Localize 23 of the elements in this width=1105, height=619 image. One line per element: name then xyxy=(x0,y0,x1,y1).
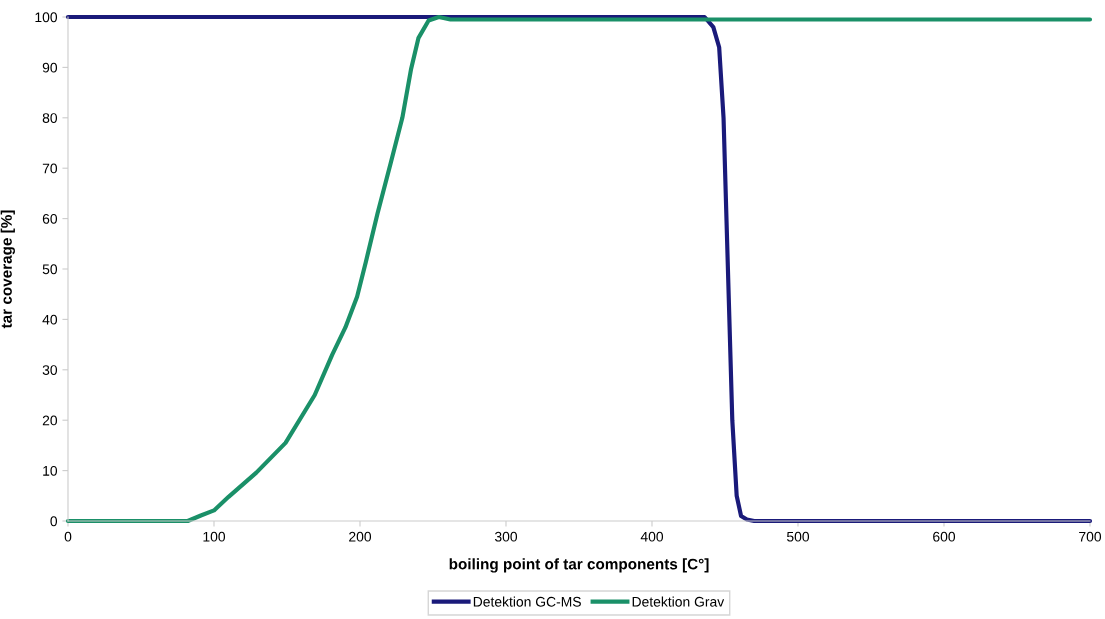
y-tick-label: 90 xyxy=(42,62,58,73)
x-tick-label: 700 xyxy=(1079,531,1102,542)
x-tick-label: 400 xyxy=(640,531,664,542)
y-axis-title: tar coverage [%] xyxy=(0,210,15,329)
y-tick-label: 100 xyxy=(35,12,58,23)
y-tick-label: 80 xyxy=(42,113,58,123)
x-axis-title: boiling point of tar components [C°] xyxy=(449,558,709,573)
y-tick-label: 50 xyxy=(42,264,58,275)
x-tick-label: 200 xyxy=(349,531,372,542)
x-tick-label: 600 xyxy=(933,531,956,542)
y-tick-label: 10 xyxy=(43,465,58,476)
y-tick-label: 40 xyxy=(42,314,58,325)
y-tick-label: 60 xyxy=(42,213,58,224)
x-tick-label: 100 xyxy=(203,531,226,542)
y-tick-label: 30 xyxy=(42,365,58,375)
y-tick-label: 20 xyxy=(42,415,58,426)
y-tick-label: 0 xyxy=(50,516,58,527)
x-tick-label: 500 xyxy=(786,531,810,542)
legend-label: Detektion Grav xyxy=(632,596,725,607)
legend-label: Detektion GC-MS xyxy=(473,596,581,607)
x-tick-label: 0 xyxy=(64,531,72,542)
y-tick-label: 70 xyxy=(42,163,58,174)
x-tick-label: 300 xyxy=(494,531,518,542)
